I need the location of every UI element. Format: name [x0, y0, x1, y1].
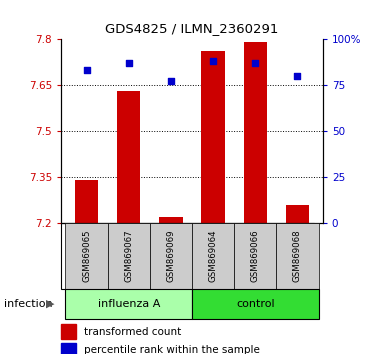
Bar — [244, 42, 267, 223]
Point — [83, 67, 89, 73]
Bar — [117, 91, 140, 223]
Point — [168, 79, 174, 84]
Text: GSM869069: GSM869069 — [167, 229, 175, 282]
Bar — [159, 217, 183, 223]
Text: GSM869066: GSM869066 — [251, 229, 260, 282]
Bar — [65, 289, 192, 319]
Bar — [108, 223, 150, 289]
Point — [252, 60, 258, 66]
Text: control: control — [236, 298, 275, 309]
Text: GSM869067: GSM869067 — [124, 229, 133, 282]
Title: GDS4825 / ILMN_2360291: GDS4825 / ILMN_2360291 — [105, 22, 279, 35]
Point — [210, 58, 216, 64]
Bar — [286, 205, 309, 223]
Bar — [276, 223, 319, 289]
Point — [126, 60, 132, 66]
Text: influenza A: influenza A — [98, 298, 160, 309]
Bar — [201, 51, 225, 223]
Text: infection: infection — [4, 298, 52, 309]
Text: GSM869065: GSM869065 — [82, 229, 91, 282]
Text: percentile rank within the sample: percentile rank within the sample — [84, 345, 260, 354]
Bar — [150, 223, 192, 289]
Text: ▶: ▶ — [46, 298, 55, 309]
Bar — [61, 343, 76, 354]
Text: transformed count: transformed count — [84, 327, 181, 337]
Bar — [192, 289, 319, 319]
Bar — [75, 180, 98, 223]
Bar — [65, 223, 108, 289]
Bar — [61, 324, 76, 339]
Text: GSM869068: GSM869068 — [293, 229, 302, 282]
Point — [295, 73, 301, 79]
Text: GSM869064: GSM869064 — [209, 229, 217, 282]
Bar — [234, 223, 276, 289]
Bar — [192, 223, 234, 289]
